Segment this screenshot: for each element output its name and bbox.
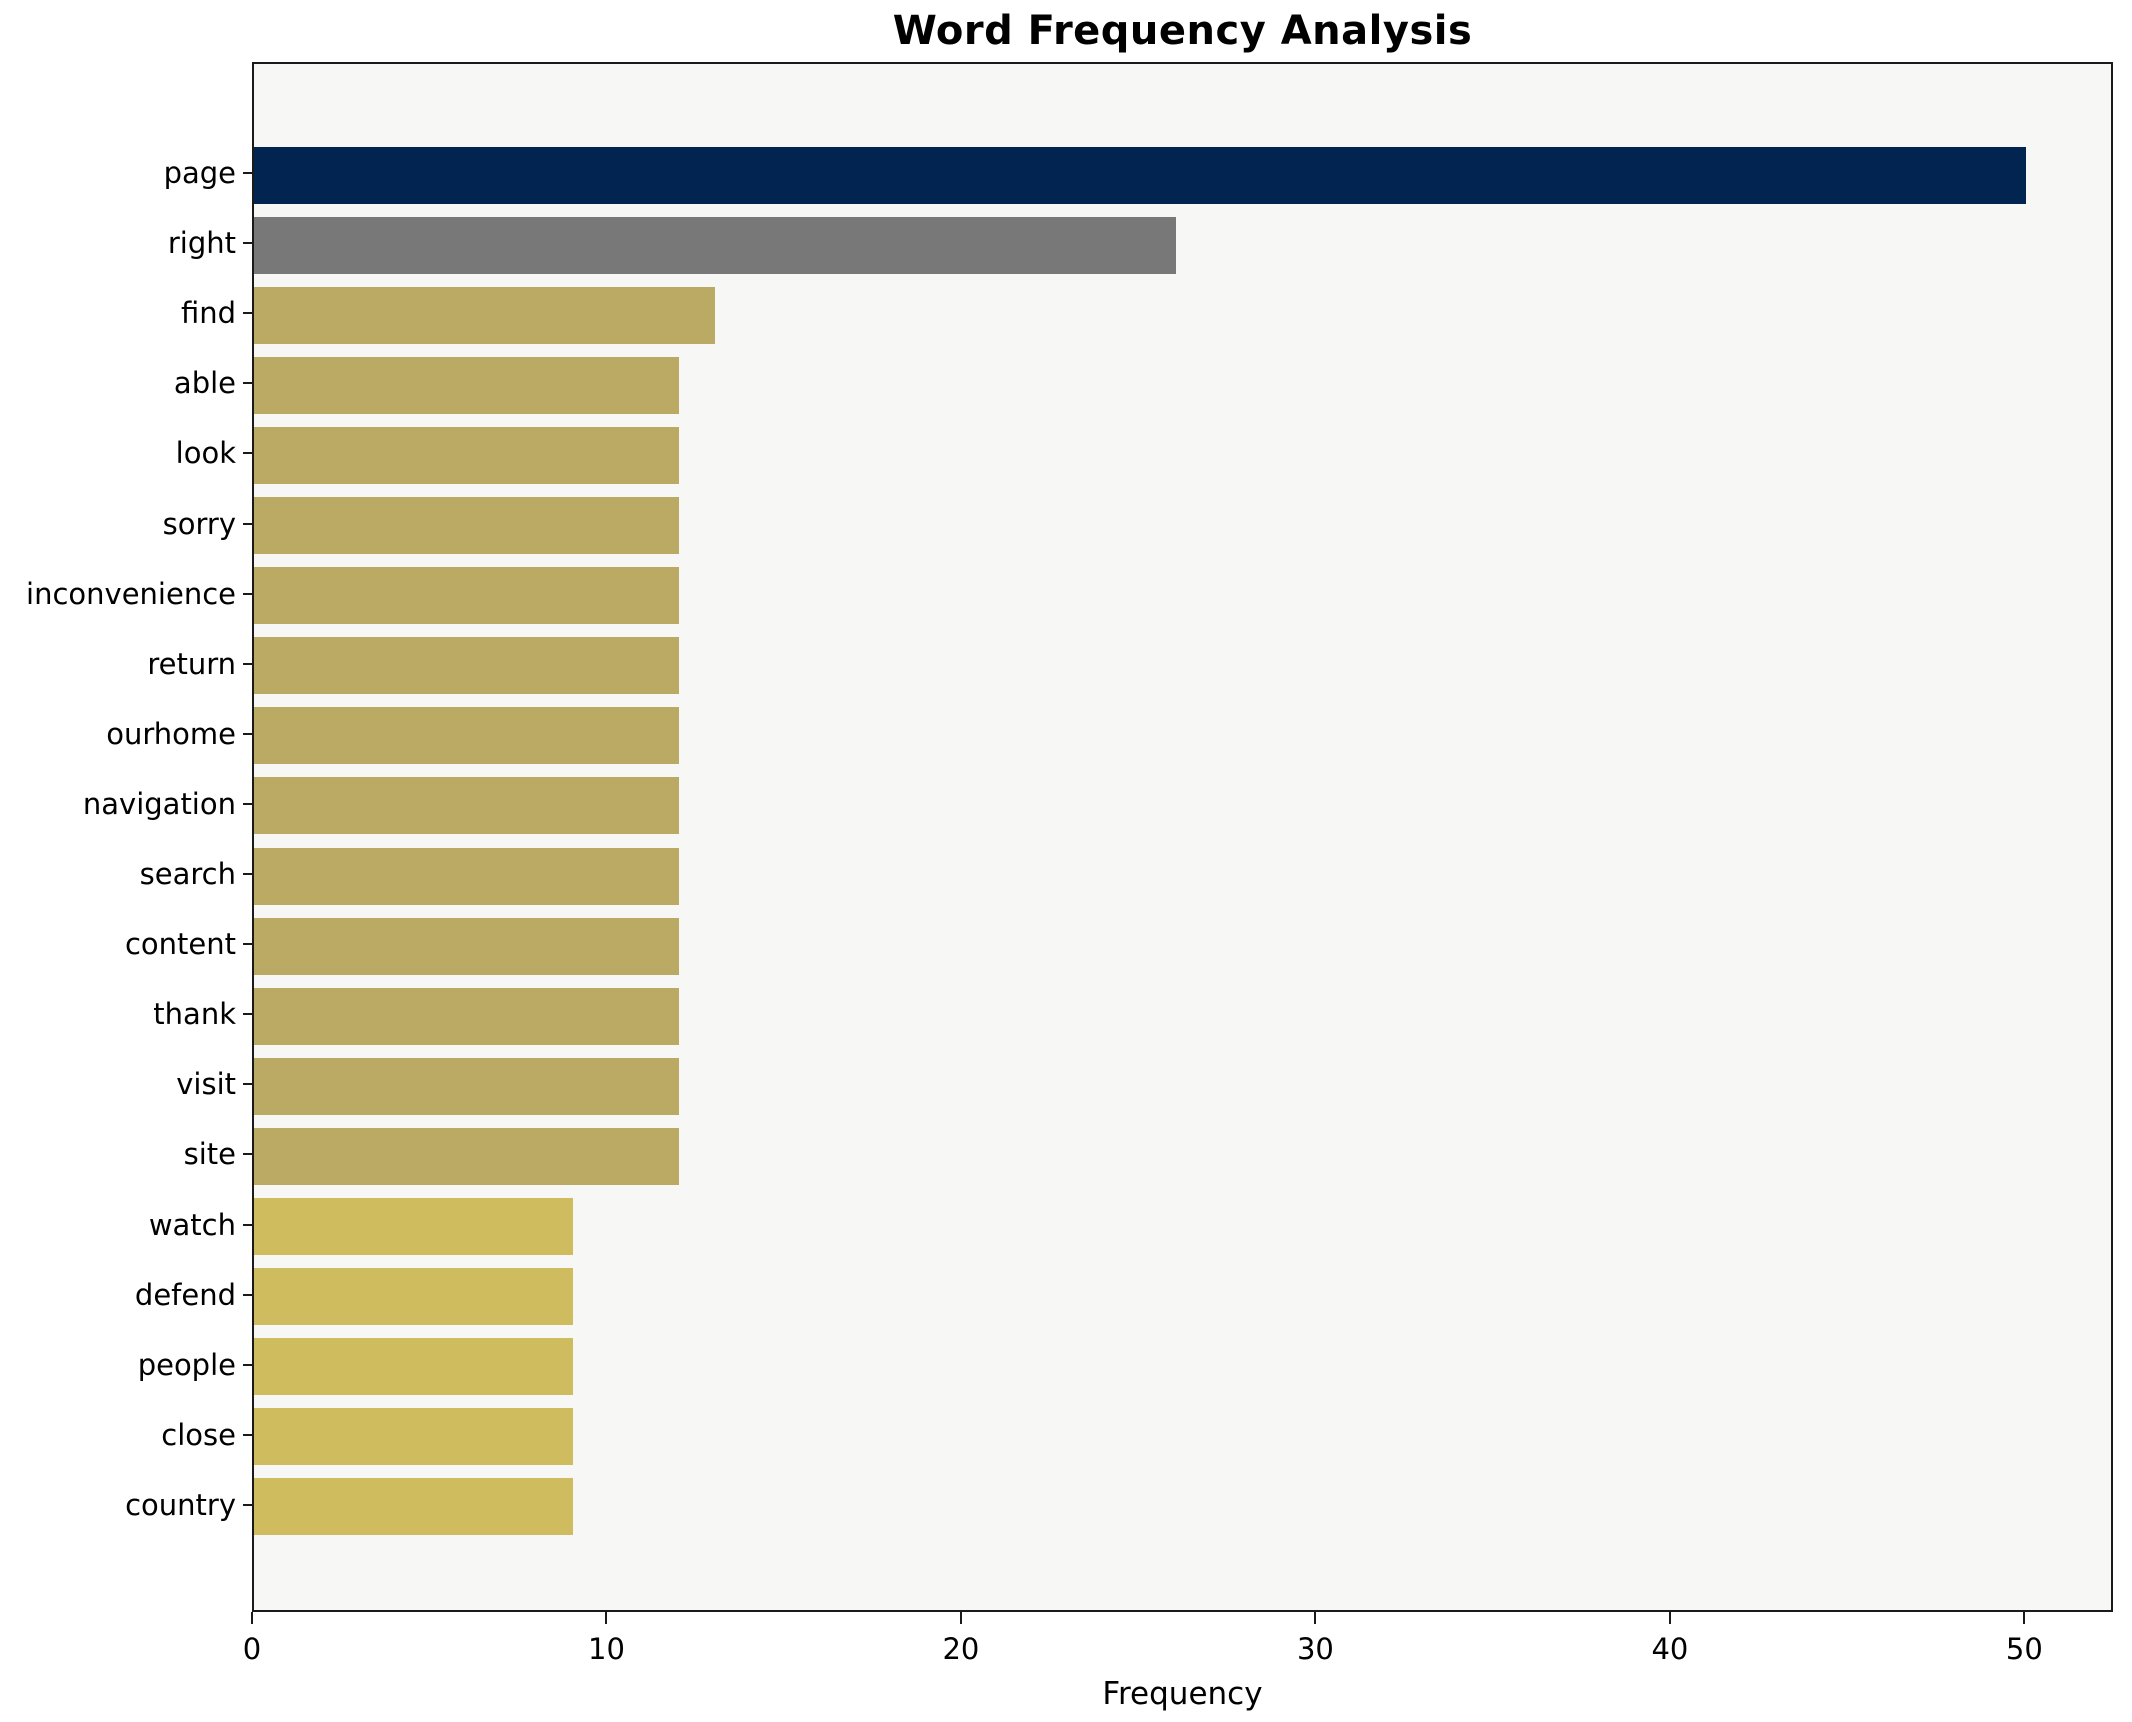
x-tick-label: 20 (942, 1632, 980, 1666)
x-tick-mark (959, 1612, 962, 1624)
y-tick-label: ourhome (106, 716, 236, 751)
bar-content (254, 917, 680, 975)
x-tick-mark (1668, 1612, 1671, 1624)
x-tick-label: 30 (1296, 1632, 1334, 1666)
y-tick-mark (243, 1223, 252, 1226)
y-tick-mark (243, 1153, 252, 1156)
bar-close (254, 1408, 574, 1466)
bar-visit (254, 1057, 680, 1115)
y-tick-mark (243, 873, 252, 876)
bar-thank (254, 987, 680, 1045)
y-tick-mark (243, 943, 252, 946)
bar-able (254, 356, 680, 414)
y-tick-mark (243, 802, 252, 805)
bar-watch (254, 1198, 574, 1256)
bar-page (254, 146, 2027, 204)
y-tick-label: page (163, 156, 236, 191)
bar-find (254, 286, 715, 344)
y-tick-label: inconvenience (26, 576, 236, 611)
y-tick-label: content (124, 927, 236, 962)
y-tick-label: watch (148, 1207, 236, 1242)
chart-title: Word Frequency Analysis (892, 8, 1473, 54)
x-tick-mark (605, 1612, 608, 1624)
y-tick-mark (243, 242, 252, 245)
y-tick-label: defend (134, 1277, 236, 1312)
x-axis-label: Frequency (1102, 1676, 1263, 1712)
y-tick-mark (243, 1433, 252, 1436)
y-tick-label: look (175, 436, 236, 471)
x-tick-mark (1314, 1612, 1317, 1624)
bar-look (254, 426, 680, 484)
y-tick-mark (243, 312, 252, 315)
y-tick-label: navigation (82, 786, 236, 821)
y-tick-label: thank (153, 997, 236, 1032)
x-tick-label: 50 (2005, 1632, 2043, 1666)
x-tick-mark (251, 1612, 253, 1624)
y-tick-mark (243, 382, 252, 385)
y-tick-mark (243, 522, 252, 525)
bar-people (254, 1338, 574, 1396)
y-tick-mark (243, 452, 252, 455)
y-tick-mark (243, 172, 252, 175)
y-tick-mark (243, 1293, 252, 1296)
y-tick-label: site (183, 1137, 236, 1172)
bar-ourhome (254, 707, 680, 765)
y-tick-mark (243, 1013, 252, 1016)
bar-inconvenience (254, 567, 680, 625)
y-tick-label: find (180, 296, 236, 331)
plot-area (252, 62, 2113, 1612)
y-tick-label: right (167, 226, 236, 261)
y-tick-mark (243, 1083, 252, 1086)
x-tick-label: 10 (588, 1632, 625, 1666)
y-tick-mark (243, 1363, 252, 1366)
x-tick-label: 0 (242, 1632, 262, 1666)
bar-right (254, 216, 1176, 274)
y-tick-label: visit (176, 1067, 236, 1102)
bar-site (254, 1127, 680, 1185)
y-tick-label: people (137, 1347, 236, 1382)
y-tick-mark (243, 1503, 252, 1506)
bar-search (254, 847, 680, 905)
y-tick-mark (243, 732, 252, 735)
y-tick-label: country (125, 1487, 236, 1522)
y-tick-label: able (173, 366, 236, 401)
y-tick-label: return (147, 646, 236, 681)
bar-return (254, 637, 680, 695)
bar-sorry (254, 497, 680, 555)
y-tick-label: search (139, 857, 236, 892)
y-tick-mark (243, 662, 252, 665)
x-tick-mark (2023, 1612, 2026, 1624)
y-tick-label: close (161, 1417, 236, 1452)
x-tick-label: 40 (1651, 1632, 1689, 1666)
y-tick-mark (243, 592, 252, 595)
bar-navigation (254, 777, 680, 835)
y-tick-label: sorry (162, 506, 236, 541)
bar-defend (254, 1268, 574, 1326)
bar-country (254, 1478, 574, 1536)
